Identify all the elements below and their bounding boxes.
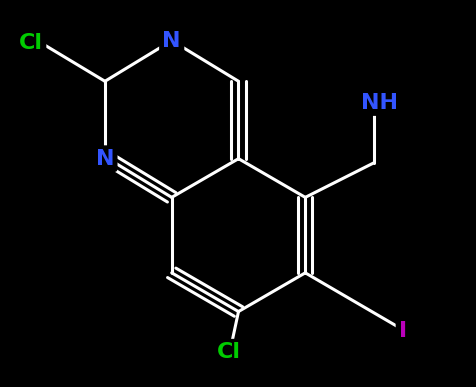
Text: N: N (162, 31, 180, 51)
Text: Cl: Cl (19, 33, 43, 53)
Text: Cl: Cl (217, 342, 240, 362)
Text: NH: NH (360, 92, 397, 113)
Text: I: I (398, 321, 407, 341)
Text: N: N (96, 149, 114, 169)
